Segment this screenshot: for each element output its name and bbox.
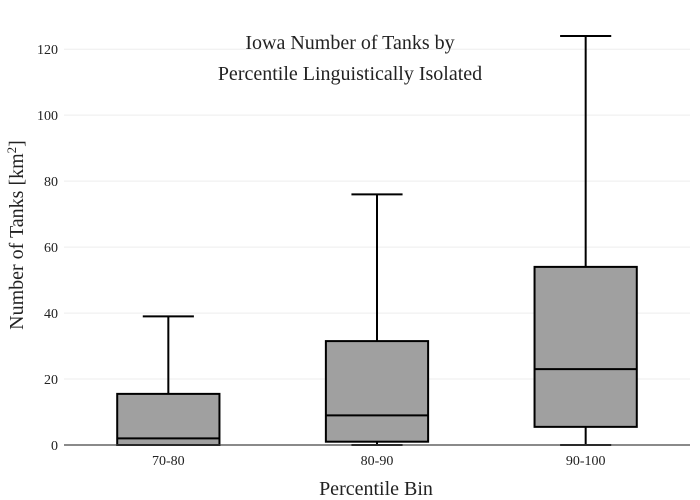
y-tick-label: 100 — [37, 109, 58, 124]
y-axis-title: Number of Tanks [km2] — [4, 140, 28, 330]
box-body — [116, 392, 221, 446]
box-series — [116, 35, 638, 446]
box-body — [324, 340, 430, 443]
y-tick-label: 80 — [44, 175, 58, 190]
y-tick-label: 40 — [44, 307, 58, 322]
chart-title-line-1: Iowa Number of Tanks by — [245, 32, 454, 54]
box-body — [533, 265, 638, 428]
x-tick-label: 80-90 — [361, 454, 394, 469]
y-tick-label: 20 — [44, 373, 58, 388]
y-tick-labels: 0 20 40 60 80 100 120 — [37, 43, 58, 454]
x-axis-title: Percentile Bin — [319, 478, 433, 500]
box-80-90 — [324, 193, 430, 446]
y-tick-label: 60 — [44, 241, 58, 256]
box-90-100 — [533, 35, 638, 446]
x-tick-label: 70-80 — [152, 454, 185, 469]
chart-title-line-2: Percentile Linguistically Isolated — [218, 63, 482, 85]
y-tick-label: 0 — [51, 439, 58, 454]
x-tick-label: 90-100 — [566, 454, 606, 469]
y-axis-title-superscript: 2 — [4, 147, 19, 154]
y-axis-title-main: Number of Tanks [km — [6, 153, 28, 330]
y-axis-title-close: ] — [6, 140, 28, 147]
box-70-80 — [116, 315, 221, 446]
x-tick-labels: 70-80 80-90 90-100 — [152, 454, 606, 469]
y-tick-label: 120 — [37, 43, 58, 58]
